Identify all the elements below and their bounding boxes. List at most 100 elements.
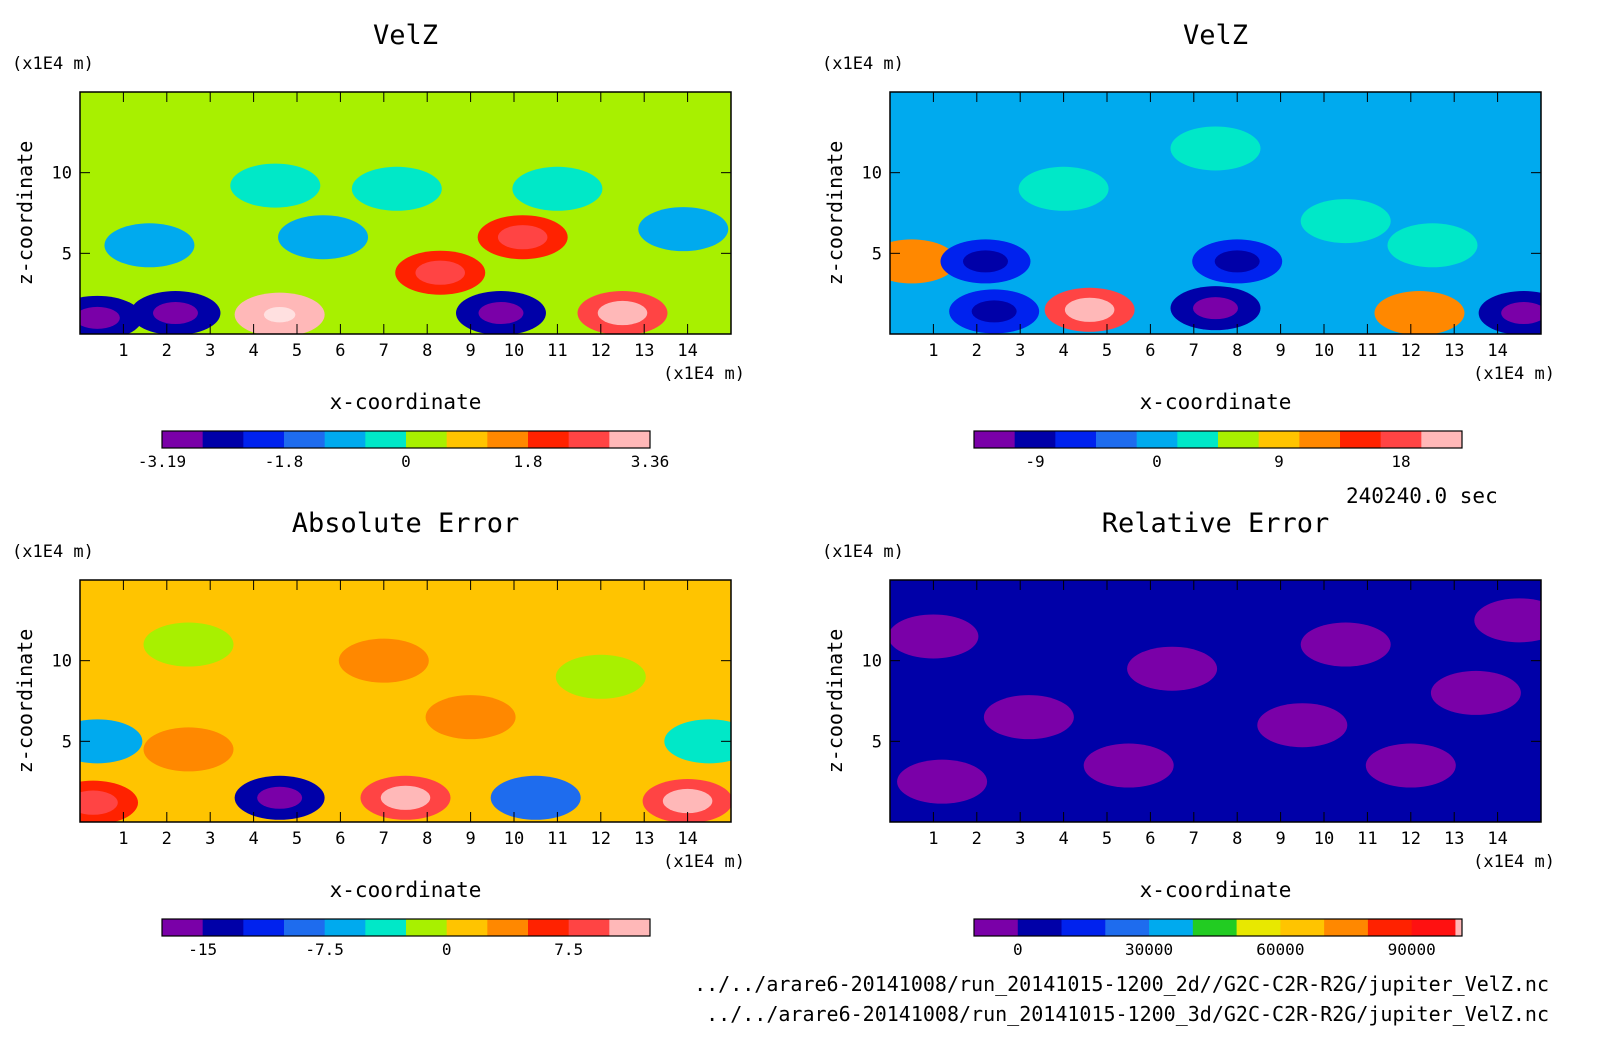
colorbar-swatch — [324, 431, 366, 448]
colorbar-swatch — [528, 431, 570, 448]
colorbar-swatch — [1061, 919, 1106, 936]
x-tick-label: 11 — [1357, 829, 1377, 849]
x-tick-label: 5 — [1102, 341, 1112, 361]
x-tick-label: 14 — [677, 829, 697, 849]
contour-region — [983, 695, 1074, 740]
y-tick-label: 5 — [872, 244, 882, 264]
x-tick-label: 2 — [162, 341, 172, 361]
contour-region — [143, 727, 234, 772]
x-tick-label: 4 — [1058, 341, 1068, 361]
x-tick-label: 9 — [465, 341, 475, 361]
colorbar-swatch — [568, 431, 610, 448]
y-tick-label: 10 — [52, 652, 72, 672]
colorbar-swatch — [1367, 919, 1413, 936]
x-tick-label: 5 — [1102, 829, 1112, 849]
colorbar-swatch — [609, 919, 651, 936]
x-unit-label: (x1E4 m) — [663, 364, 745, 384]
colorbar-swatch — [1280, 919, 1325, 936]
x-tick-label: 3 — [205, 829, 215, 849]
x-tick-label: 3 — [1015, 829, 1025, 849]
x-tick-label: 4 — [248, 829, 258, 849]
x-axis-label: x-coordinate — [1140, 390, 1292, 414]
contour-field — [80, 580, 731, 822]
contour-region — [104, 223, 195, 268]
contour-core — [597, 300, 648, 326]
x-tick-label: 12 — [591, 829, 611, 849]
contour-region — [897, 759, 988, 804]
x-unit-label: (x1E4 m) — [663, 852, 745, 872]
colorbar-swatch — [202, 431, 244, 448]
colorbar-tick-label: 0 — [442, 940, 452, 959]
panel-3: Absolute Error(x1E4 m)1 2 3 4 5 6 7 8 9 10 11 12 13 1… — [12, 508, 745, 959]
colorbar-swatch — [974, 431, 1016, 448]
colorbar-tick-label: 1.8 — [514, 452, 543, 471]
contour-core — [1501, 302, 1541, 325]
x-tick-label: 14 — [1487, 829, 1507, 849]
source-file-3d: ../../arare6-20141008/run_20141015-1200_… — [706, 1002, 1549, 1026]
x-tick-label: 10 — [1314, 829, 1334, 849]
colorbar-swatch — [406, 431, 448, 448]
colorbar-swatch — [1192, 919, 1238, 936]
x-tick-label: 7 — [379, 829, 389, 849]
contour-region — [890, 239, 957, 284]
colorbar-swatch — [1149, 919, 1194, 936]
y-tick-label: 10 — [862, 164, 882, 184]
colorbar-tick-label: 0 — [1152, 452, 1162, 471]
x-tick-label: 11 — [547, 829, 567, 849]
x-tick-label: 10 — [1314, 341, 1334, 361]
panel-title: Absolute Error — [292, 508, 520, 539]
colorbar-frame — [973, 918, 1463, 937]
x-tick-label: 14 — [1487, 341, 1507, 361]
colorbar-swatch — [1014, 431, 1056, 448]
colorbar-tick-label: -3.19 — [138, 452, 186, 471]
colorbar-swatch — [487, 919, 529, 936]
colorbar-swatch — [324, 919, 366, 936]
colorbar-swatch — [284, 431, 326, 448]
y-tick-label: 10 — [52, 164, 72, 184]
y-tick-label: 5 — [62, 244, 72, 264]
colorbar: 0 30000 60000 90000 — [973, 918, 1463, 959]
x-tick-label: 7 — [379, 341, 389, 361]
contour-core — [1193, 297, 1238, 320]
x-tick-label: 6 — [335, 829, 345, 849]
contour-region — [638, 207, 729, 252]
colorbar-swatch — [1136, 431, 1178, 448]
x-unit-label: (x1E4 m) — [1473, 364, 1555, 384]
panel-title: Relative Error — [1102, 508, 1330, 539]
contour-region — [1018, 166, 1109, 211]
colorbar-swatch — [162, 919, 204, 936]
x-tick-label: 3 — [205, 341, 215, 361]
contour-core — [415, 260, 465, 285]
colorbar-swatch — [406, 919, 448, 936]
colorbar: -9 0 9 18 — [973, 430, 1463, 471]
colorbar-swatch — [1218, 431, 1260, 448]
x-tick-label: 7 — [1189, 829, 1199, 849]
contour-region — [555, 654, 646, 699]
colorbar-swatch — [1105, 919, 1150, 936]
x-tick-label: 6 — [335, 341, 345, 361]
x-tick-label: 6 — [1145, 341, 1155, 361]
x-tick-label: 9 — [1275, 341, 1285, 361]
colorbar-swatch — [1299, 431, 1341, 448]
x-tick-label: 9 — [465, 829, 475, 849]
contour-field — [890, 92, 1541, 334]
plot-frame — [889, 91, 1542, 335]
x-tick-label: 1 — [928, 341, 938, 361]
x-tick-label: 13 — [634, 829, 654, 849]
y-tick-label: 10 — [862, 652, 882, 672]
contour-core — [257, 786, 303, 809]
colorbar-tick-label: 30000 — [1125, 940, 1173, 959]
contour-region — [143, 622, 234, 667]
contour-region — [1257, 703, 1348, 748]
x-tick-label: 11 — [1357, 341, 1377, 361]
contour-field — [80, 92, 731, 334]
colorbar-frame — [973, 430, 1463, 449]
plot-frame — [889, 579, 1542, 823]
contour-region — [1300, 622, 1391, 667]
colorbar-swatch — [1324, 919, 1369, 936]
colorbar-swatch — [365, 919, 407, 936]
x-tick-label: 3 — [1015, 341, 1025, 361]
x-tick-label: 2 — [972, 829, 982, 849]
panel-4: Relative Error(x1E4 m)1 2 3 4 5 6 7 8 9 10 11 12 13 1… — [822, 508, 1555, 959]
colorbar-swatch — [568, 919, 610, 936]
